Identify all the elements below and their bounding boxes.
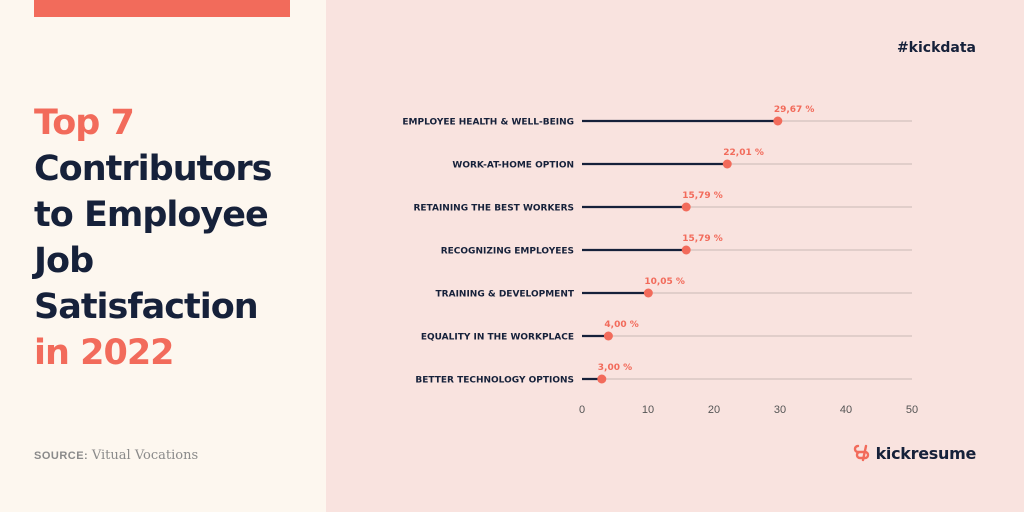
title-line-2: Contributors: [34, 149, 272, 189]
brand-logo: kickresume: [852, 443, 976, 463]
bar-dot: [681, 202, 691, 212]
bar-dot: [643, 288, 653, 298]
title-line-3: to Employee: [34, 195, 269, 235]
left-panel: Top 7 Contributors to Employee Job Satis…: [0, 0, 326, 512]
page-title: Top 7 Contributors to Employee Job Satis…: [34, 100, 324, 376]
source-value: Vitual Vocations: [91, 448, 199, 463]
category-label: TRAINING & DEVELOPMENT: [436, 290, 575, 300]
category-label: EQUALITY IN THE WORKPLACE: [421, 333, 574, 343]
x-tick-label: 10: [642, 404, 654, 416]
top-accent-bar: [34, 0, 290, 17]
bar-dot: [722, 159, 732, 169]
bar-dot: [773, 116, 783, 126]
category-label: BETTER TECHNOLOGY OPTIONS: [415, 376, 574, 386]
bar-dot: [603, 331, 613, 341]
right-panel: #kickdata kickresume: [326, 0, 1024, 512]
hashtag: #kickdata: [896, 40, 976, 56]
category-label: RECOGNIZING EMPLOYEES: [441, 247, 574, 257]
value-label: 29,67 %: [774, 105, 815, 115]
title-line-6: in 2022: [34, 330, 324, 376]
value-label: 22,01 %: [723, 148, 764, 158]
x-tick-label: 20: [708, 404, 720, 416]
category-label: EMPLOYEE HEALTH & WELL-BEING: [402, 118, 574, 128]
bar-dot: [597, 374, 607, 384]
category-label: RETAINING THE BEST WORKERS: [413, 204, 574, 214]
x-tick-label: 40: [840, 404, 852, 416]
title-line-6-prefix: in: [34, 333, 81, 373]
category-label: WORK-AT-HOME OPTION: [452, 161, 574, 171]
source-credit: SOURCE: Vitual Vocations: [34, 447, 198, 463]
title-line-4: Job: [34, 241, 94, 281]
source-label: SOURCE:: [34, 450, 89, 462]
bar-dot: [681, 245, 691, 255]
value-label: 4,00 %: [604, 320, 638, 330]
x-tick-label: 30: [774, 404, 786, 416]
value-label: 15,79 %: [682, 191, 723, 201]
value-label: 15,79 %: [682, 234, 723, 244]
value-label: 10,05 %: [644, 277, 685, 287]
title-line-1: Top 7: [34, 103, 135, 143]
value-label: 3,00 %: [598, 363, 632, 373]
title-year: 2022: [80, 333, 174, 373]
x-tick-label: 50: [906, 404, 918, 416]
title-line-5: Satisfaction: [34, 287, 259, 327]
brand-name: kickresume: [875, 443, 977, 463]
kickresume-logo-icon: [853, 444, 869, 462]
x-tick-label: 0: [579, 404, 585, 416]
